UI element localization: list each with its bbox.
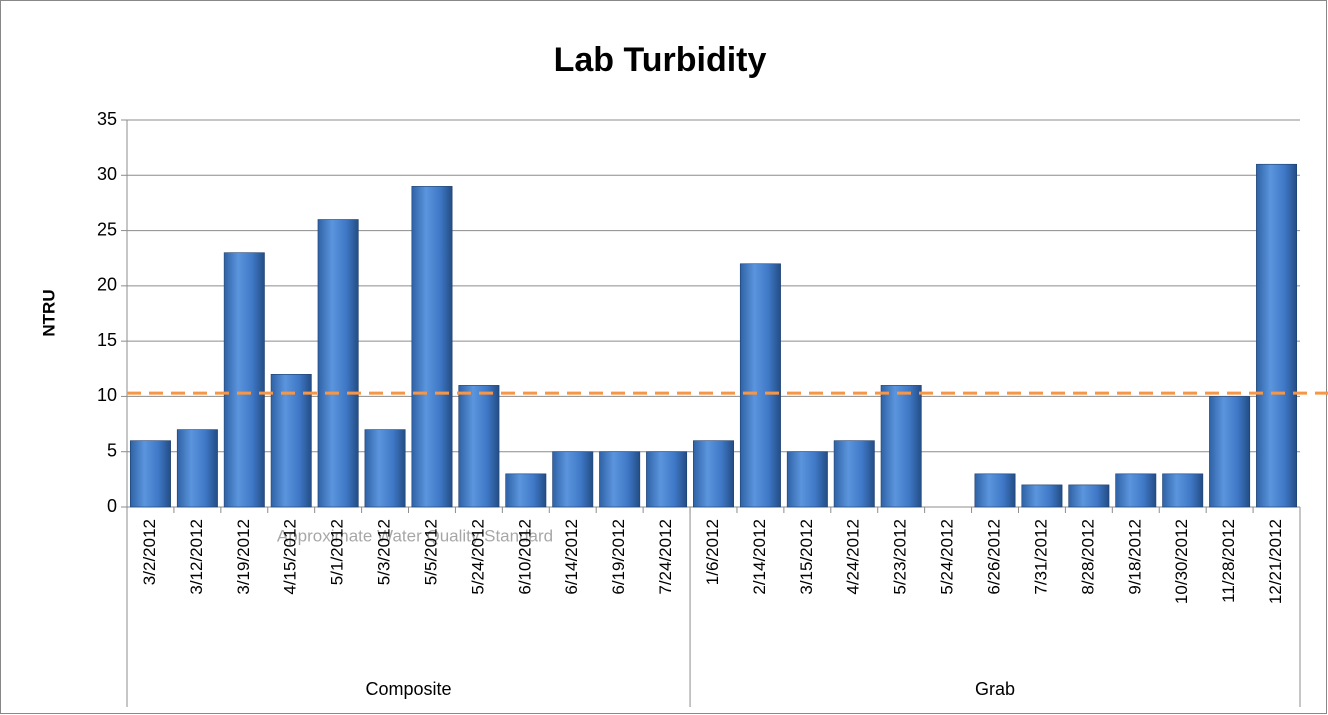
x-tick-label: 5/24/2012 [468,519,487,595]
bar [646,451,688,508]
bar [880,385,922,508]
bar [693,440,734,508]
bar [1256,163,1298,508]
bar [1115,473,1157,508]
x-tick-label: 6/14/2012 [562,519,581,595]
bar [552,451,594,508]
x-tick-label: 1/6/2012 [703,519,722,585]
x-tick-label: 11/28/2012 [1219,519,1238,603]
chart-title: Lab Turbidity [554,41,767,79]
bar [1162,473,1204,508]
x-tick-label: 4/15/2012 [281,519,300,595]
x-tick-label: 3/12/2012 [187,519,206,595]
x-tick-label: 5/1/2012 [328,519,347,585]
bar [458,385,500,508]
bar [974,473,1016,508]
bar [1209,396,1251,508]
y-tick-label: 20 [97,275,117,295]
x-tick-label: 3/15/2012 [797,519,816,595]
bar [739,263,781,508]
x-tick-label: 9/18/2012 [1125,519,1144,595]
x-tick-label: 3/2/2012 [140,519,159,585]
bar [317,219,359,508]
x-tick-label: 12/21/2012 [1266,519,1285,604]
x-tick-label: 7/24/2012 [656,519,675,595]
group-label: Composite [365,679,451,699]
x-tick-label: 3/19/2012 [234,519,253,595]
y-tick-label: 25 [97,219,117,239]
bar [129,440,171,508]
x-tick-label: 6/19/2012 [609,519,628,595]
y-tick-label: 30 [97,164,117,184]
bar [1068,484,1110,508]
x-tick-label: 6/10/2012 [515,519,534,595]
x-tick-label: 4/24/2012 [844,519,863,595]
bar [176,429,218,508]
reference-label: Approximate Water Quality Standard [277,526,553,545]
group-label: Grab [975,679,1015,699]
y-tick-label: 35 [97,109,117,129]
bar [270,374,312,508]
x-tick-label: 5/3/2012 [375,519,394,585]
x-tick-label: 5/5/2012 [421,519,440,585]
x-tick-label: 2/14/2012 [750,519,769,595]
bar [833,440,875,508]
bar [505,473,547,508]
x-tick-label: 8/28/2012 [1078,519,1097,595]
bar [786,451,828,508]
x-tick-label: 10/30/2012 [1172,519,1191,604]
bar [411,186,453,508]
bar [599,451,641,508]
bar [364,429,406,508]
x-tick-label: 5/23/2012 [891,519,910,595]
x-tick-label: 6/26/2012 [985,519,1004,595]
y-tick-label: 15 [97,330,117,350]
y-tick-label: 10 [97,385,117,405]
bar [1021,484,1063,508]
y-axis-title: NTRU [39,289,58,336]
y-tick-label: 0 [107,496,117,516]
x-tick-label: 7/31/2012 [1031,519,1050,595]
y-tick-label: 5 [107,440,117,460]
x-tick-label: 5/24/2012 [938,519,957,595]
bar [223,252,265,508]
